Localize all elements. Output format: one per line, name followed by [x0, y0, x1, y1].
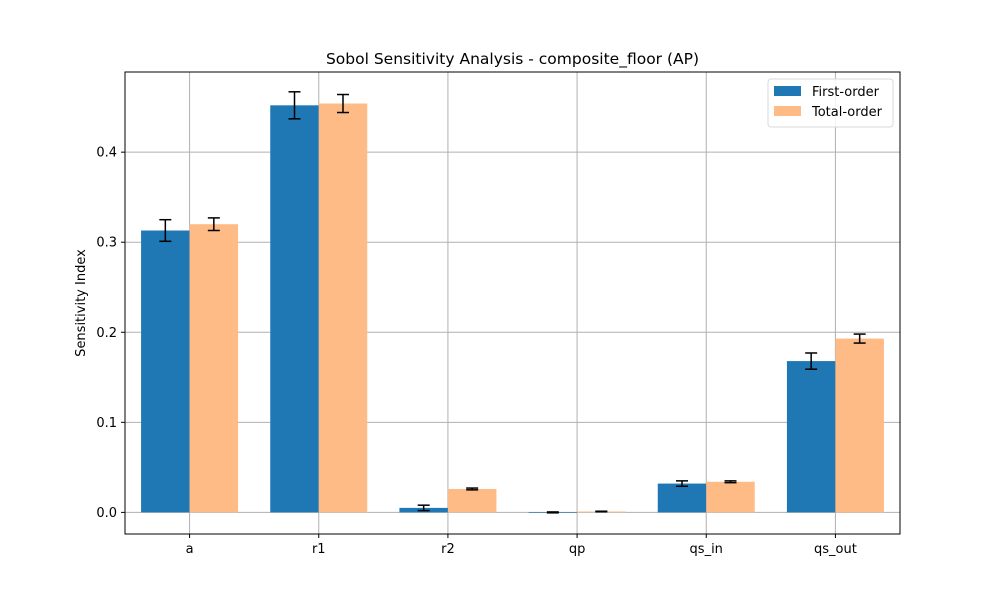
first-order-bar — [270, 105, 319, 513]
chart-title: Sobol Sensitivity Analysis - composite_f… — [326, 50, 699, 69]
total-order-bar — [706, 481, 755, 513]
total-order-bar — [318, 103, 368, 513]
x-tick-label: qs_out — [814, 542, 857, 557]
total-order-bar — [189, 224, 239, 513]
legend-swatch-total-order — [774, 106, 801, 116]
y-tick-label: 0.3 — [96, 236, 117, 251]
y-tick-label: 0.1 — [96, 416, 117, 431]
error-bars-layer — [159, 91, 866, 514]
legend-swatch-first-order — [774, 86, 801, 96]
x-tick-label: a — [186, 542, 194, 557]
first-order-bar — [657, 483, 707, 513]
first-order-bar — [141, 230, 190, 513]
bars-layer — [141, 103, 884, 513]
plot-frame — [124, 71, 901, 535]
x-tick-label: qp — [569, 542, 586, 557]
y-tick-label: 0.0 — [96, 506, 117, 521]
legend: First-order Total-order — [767, 78, 894, 128]
y-tick-label: 0.4 — [96, 146, 117, 161]
total-order-bar — [835, 338, 884, 513]
legend-label-total-order: Total-order — [811, 105, 883, 120]
y-tick-label: 0.2 — [96, 326, 117, 341]
x-tick-label: r1 — [312, 542, 326, 557]
grid-layer — [125, 72, 900, 534]
y-axis-label: Sensitivity Index — [74, 249, 89, 357]
first-order-bar — [786, 361, 836, 513]
x-tick-label: r2 — [441, 542, 455, 557]
axis-layer: 0.0 0.1 0.2 0.3 0.4 a r1 r2 qp qs_in qs_out — [96, 146, 857, 557]
x-tick-label: qs_in — [690, 542, 723, 557]
legend-label-first-order: First-order — [812, 85, 880, 100]
total-order-bar — [447, 488, 497, 513]
